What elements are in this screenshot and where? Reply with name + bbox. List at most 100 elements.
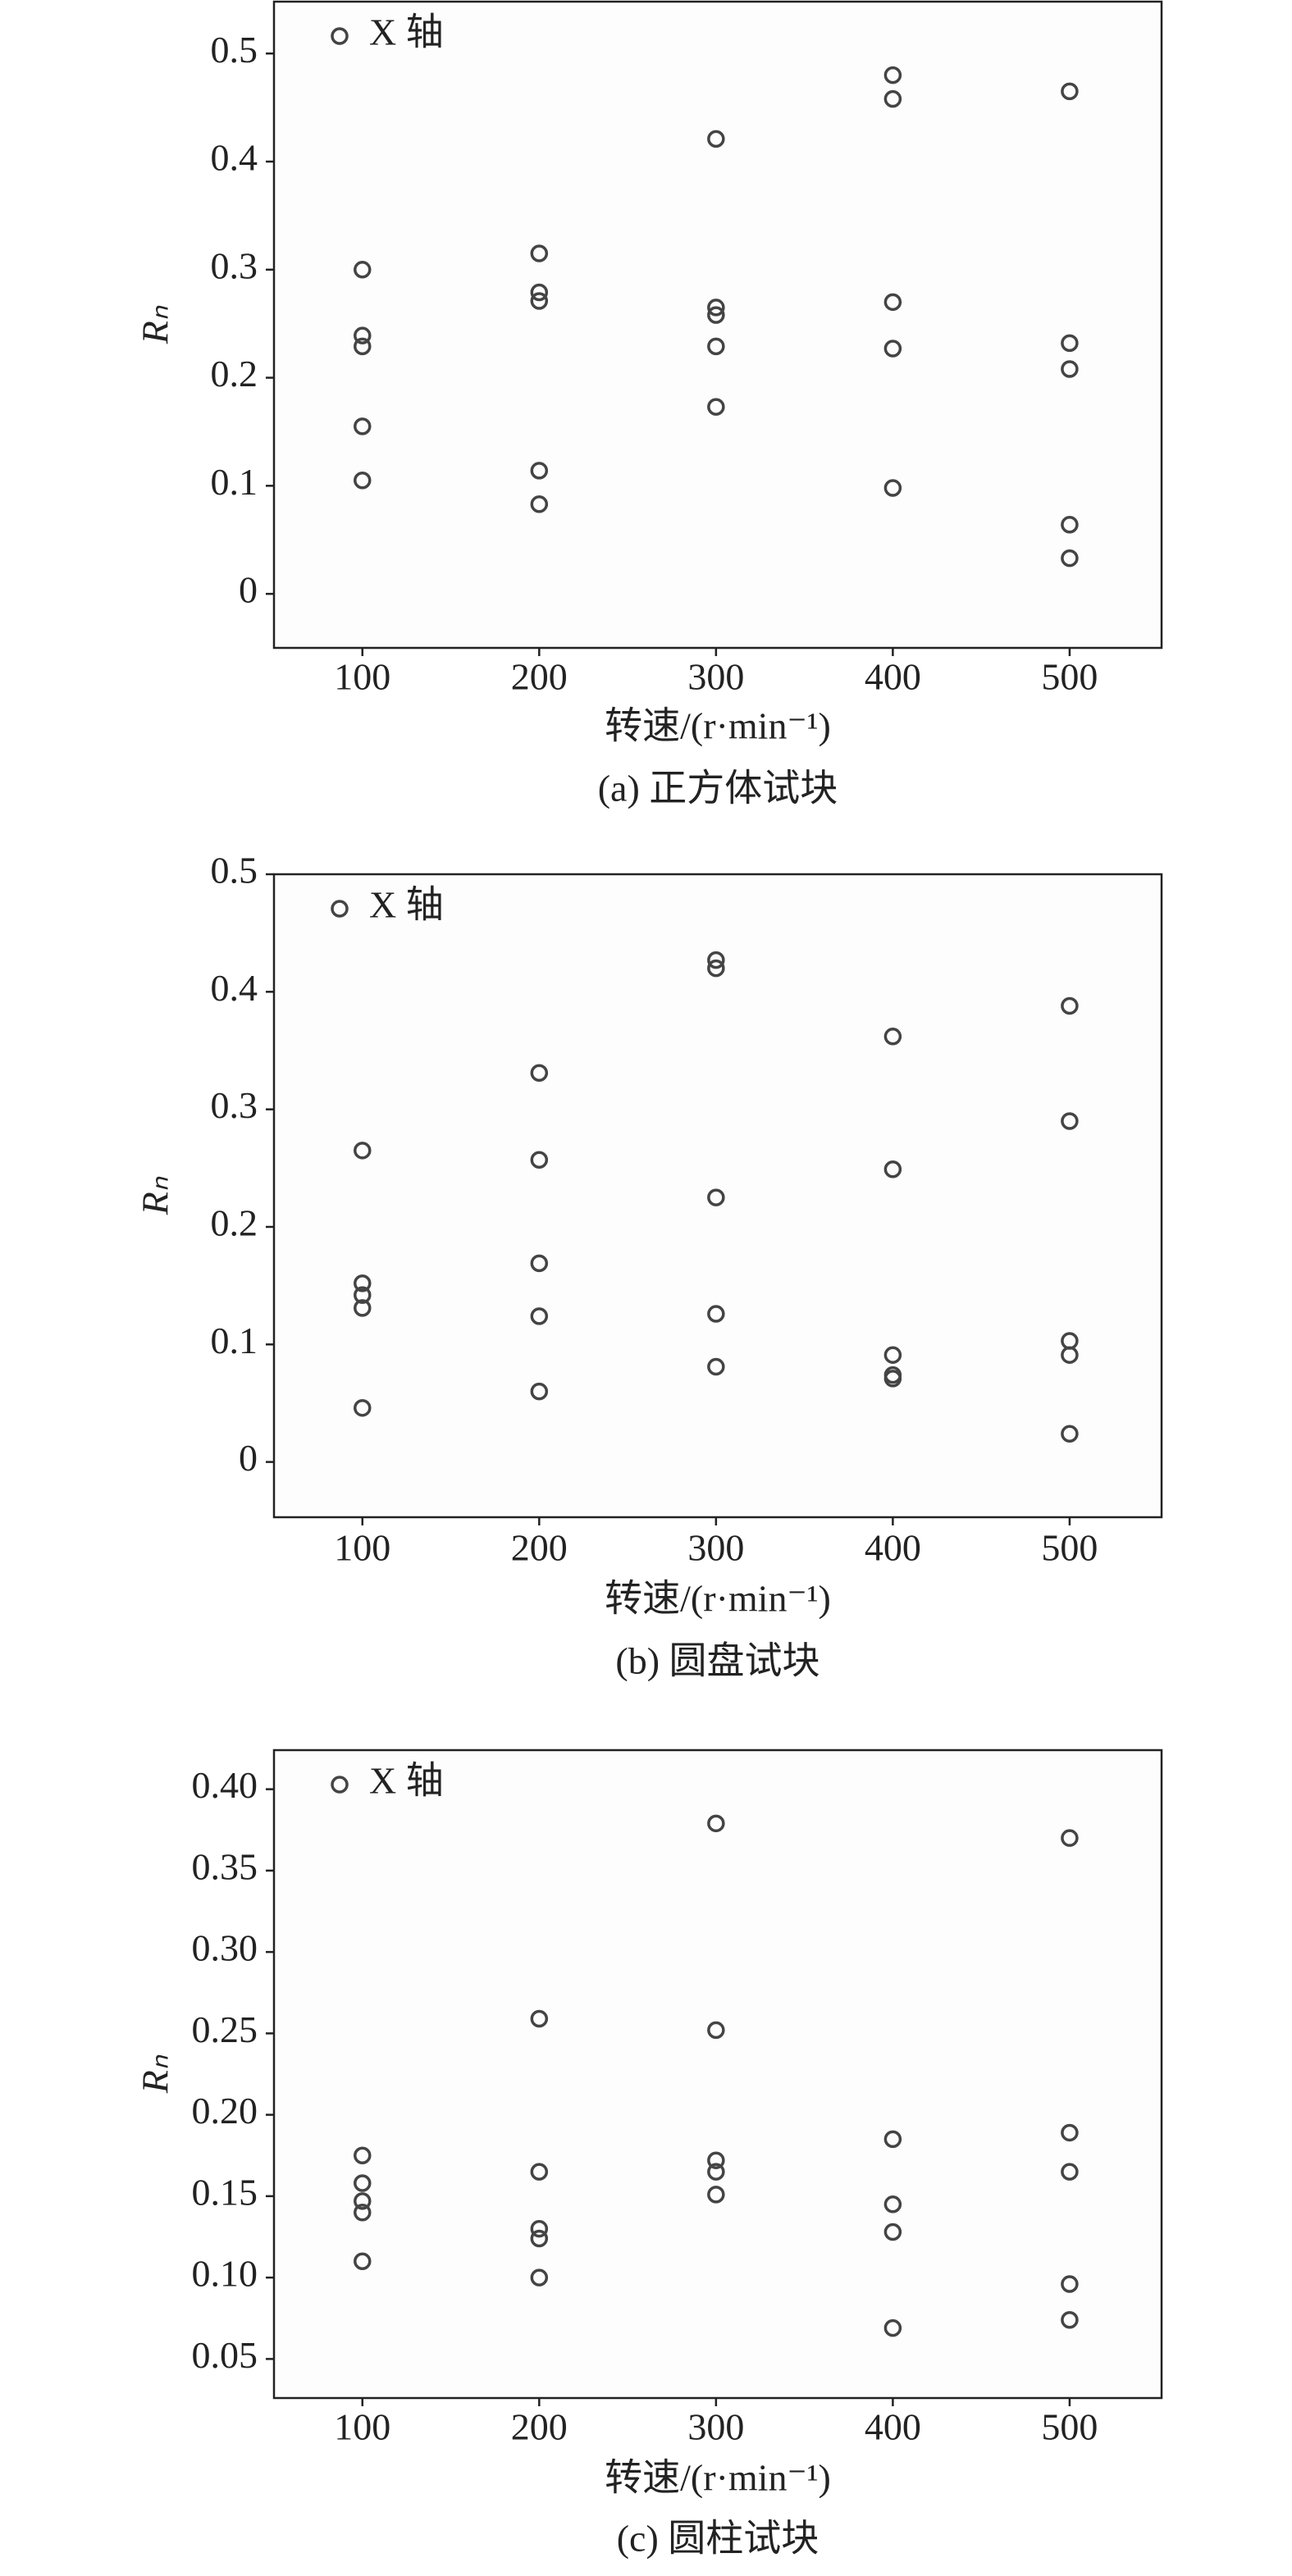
y-tick-label: 0 xyxy=(239,1437,258,1479)
x-tick-label: 400 xyxy=(865,2406,921,2448)
y-axis-label: Rₙ xyxy=(135,1176,176,1215)
plot-area xyxy=(272,0,1163,650)
data-point xyxy=(1061,2163,1079,2181)
y-tick-label: 0.5 xyxy=(211,29,258,71)
data-point xyxy=(883,2318,902,2337)
y-tick-label: 0.2 xyxy=(211,1202,258,1244)
legend-label: X 轴 xyxy=(369,11,444,53)
y-axis-label: Rₙ xyxy=(135,305,176,344)
data-point xyxy=(530,292,549,310)
data-point xyxy=(354,1274,372,1293)
x-tick-label: 200 xyxy=(511,1527,568,1569)
data-point xyxy=(1061,2310,1079,2329)
legend-marker xyxy=(331,27,349,45)
data-point xyxy=(530,2009,549,2028)
data-point xyxy=(707,1188,725,1206)
plot-area xyxy=(272,1748,1163,2400)
data-point xyxy=(354,1299,372,1317)
y-tick-label: 0.05 xyxy=(192,2334,258,2376)
data-point xyxy=(530,462,549,480)
data-point xyxy=(1061,82,1079,101)
data-point xyxy=(707,306,725,324)
data-point xyxy=(530,283,549,302)
data-point xyxy=(1061,996,1079,1015)
y-tick-label: 0.40 xyxy=(192,1764,258,1806)
chart: 100 200 300 400 500 0 0.1 0.2 0.3 0.4 0.5 转速/(r·min… xyxy=(135,850,1163,1682)
data-point xyxy=(883,1346,902,1364)
data-point xyxy=(883,1160,902,1179)
data-point xyxy=(1061,2275,1079,2293)
x-tick-label: 200 xyxy=(511,2406,568,2448)
x-tick-label: 100 xyxy=(334,656,390,698)
data-point xyxy=(530,1382,549,1401)
x-tick-label: 300 xyxy=(687,2406,744,2448)
data-point xyxy=(1061,360,1079,378)
x-tick-label: 100 xyxy=(334,2406,390,2448)
data-point xyxy=(707,2021,725,2040)
y-tick-label: 0.4 xyxy=(211,137,258,179)
data-point xyxy=(530,495,549,513)
data-point xyxy=(707,337,725,356)
x-tick-label: 200 xyxy=(511,656,568,698)
data-point xyxy=(707,1814,725,1833)
data-point xyxy=(354,326,372,344)
data-point xyxy=(354,472,372,490)
data-point xyxy=(354,2252,372,2271)
data-point xyxy=(707,398,725,416)
y-tick-label: 0.5 xyxy=(211,850,258,891)
x-axis-label: 转速/(r·min⁻¹) xyxy=(605,1578,831,1620)
data-point xyxy=(530,2163,549,2181)
data-point xyxy=(1061,1346,1079,1364)
data-point xyxy=(530,2268,549,2286)
data-point xyxy=(707,1357,725,1376)
data-point xyxy=(707,2163,725,2181)
data-point xyxy=(354,2174,372,2192)
legend-marker xyxy=(331,1776,349,1794)
data-point xyxy=(530,2229,549,2248)
data-point xyxy=(354,1398,372,1417)
data-point xyxy=(530,1307,549,1325)
y-tick-label: 0 xyxy=(239,569,258,611)
data-point xyxy=(354,337,372,356)
data-point xyxy=(707,2186,725,2204)
data-point xyxy=(530,2219,549,2238)
x-tick-label: 400 xyxy=(865,656,921,698)
data-point xyxy=(883,89,902,108)
data-point xyxy=(530,1254,549,1273)
data-point xyxy=(354,2203,372,2222)
data-point xyxy=(1061,1112,1079,1130)
y-axis-label: Rₙ xyxy=(135,2054,176,2094)
y-tick-label: 0.35 xyxy=(192,1845,258,1887)
y-tick-label: 0.3 xyxy=(211,244,258,286)
data-point xyxy=(707,951,725,969)
x-tick-label: 100 xyxy=(334,1527,390,1569)
data-point xyxy=(883,2130,902,2149)
data-point xyxy=(707,2151,725,2169)
data-point xyxy=(354,1142,372,1160)
data-point xyxy=(883,2223,902,2241)
data-point xyxy=(354,417,372,435)
caption: (b) 圆盘试块 xyxy=(615,1640,819,1682)
y-tick-label: 0.1 xyxy=(211,461,258,503)
x-axis-label: 转速/(r·min⁻¹) xyxy=(605,2457,831,2499)
data-point xyxy=(1061,2123,1079,2142)
x-axis-label: 转速/(r·min⁻¹) xyxy=(605,705,831,747)
chart: 100 200 300 400 500 0 0.1 0.2 0.3 0.4 0.5 转速/(r·min… xyxy=(135,0,1163,809)
y-tick-label: 0.30 xyxy=(192,1927,258,1969)
y-tick-label: 0.10 xyxy=(192,2253,258,2295)
data-point xyxy=(530,244,549,262)
data-point xyxy=(883,1028,902,1046)
data-point xyxy=(883,2195,902,2214)
y-tick-label: 0.20 xyxy=(192,2090,258,2131)
data-point xyxy=(883,293,902,312)
data-point xyxy=(354,1286,372,1304)
data-point xyxy=(1061,1425,1079,1443)
caption: (c) 圆柱试块 xyxy=(617,2518,819,2560)
data-point xyxy=(707,299,725,317)
y-tick-label: 0.1 xyxy=(211,1320,258,1361)
legend-label: X 轴 xyxy=(369,884,444,926)
data-point xyxy=(530,1064,549,1082)
data-point xyxy=(707,1305,725,1323)
data-point xyxy=(1061,1829,1079,1847)
